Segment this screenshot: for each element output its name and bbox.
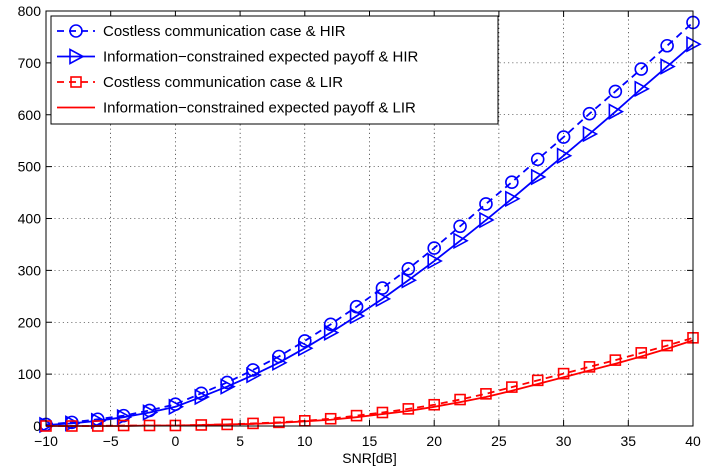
- y-tick-label: 800: [18, 3, 42, 19]
- data-point: [556, 130, 571, 144]
- data-point: [194, 388, 210, 406]
- series-4: [46, 339, 694, 427]
- data-point: [90, 412, 107, 430]
- data-point: [402, 403, 415, 415]
- data-point: [557, 367, 570, 380]
- data-point: [634, 62, 649, 76]
- legend-label: Costless communication case & LIR: [103, 74, 343, 91]
- data-point: [608, 103, 625, 120]
- data-point: [634, 80, 650, 98]
- x-tick-label: 0: [172, 433, 180, 449]
- data-point: [479, 211, 495, 229]
- x-tick-label: 25: [491, 433, 507, 449]
- x-tick-label: −5: [103, 433, 119, 449]
- data-point: [661, 339, 673, 352]
- data-point: [454, 393, 466, 406]
- series-3: [40, 332, 699, 432]
- data-point: [427, 252, 443, 270]
- data-point: [582, 106, 597, 121]
- data-point: [375, 290, 392, 308]
- data-point: [297, 339, 314, 357]
- data-point: [530, 168, 547, 186]
- x-tick-label: 35: [621, 433, 637, 449]
- x-tick-label: 5: [236, 433, 244, 449]
- data-point: [505, 175, 519, 189]
- legend-label: Information−constrained expected payoff …: [103, 49, 418, 66]
- x-tick-label: 10: [297, 433, 313, 449]
- data-point: [608, 84, 623, 99]
- legend: Costless communication case & HIR Informa…: [50, 15, 499, 125]
- x-tick-label: 20: [426, 433, 442, 449]
- legend-label: Information−constrained expected payoff …: [103, 100, 416, 117]
- data-point: [272, 354, 288, 372]
- data-point: [428, 398, 441, 411]
- data-point: [65, 415, 81, 432]
- data-point: [480, 388, 492, 400]
- data-point: [401, 262, 416, 276]
- x-tick-label: 40: [685, 433, 701, 449]
- data-point: [427, 241, 442, 255]
- data-point: [349, 307, 366, 325]
- x-axis-label: SNR[dB]: [342, 450, 396, 466]
- data-point: [531, 374, 544, 387]
- series-line: [45, 21, 694, 426]
- data-point: [583, 361, 596, 373]
- data-point: [505, 190, 521, 208]
- data-point: [323, 324, 340, 341]
- data-point: [635, 347, 648, 359]
- x-tick-label: −10: [34, 433, 58, 449]
- legend-marker: [70, 76, 82, 88]
- data-point: [479, 197, 493, 211]
- data-point: [506, 381, 518, 393]
- y-tick-label: 400: [18, 211, 42, 227]
- data-point: [376, 406, 389, 419]
- y-tick-label: 300: [18, 262, 42, 278]
- data-point: [142, 404, 159, 421]
- y-tick-label: 0: [33, 418, 41, 434]
- axis-ticks: −10 −5 0 5 10 15 20 25 30 35 400100200300400500600…: [18, 3, 701, 449]
- data-point: [453, 219, 467, 234]
- legend-box: [50, 15, 499, 125]
- data-point: [530, 152, 545, 167]
- data-point: [220, 378, 236, 395]
- data-point: [660, 58, 676, 75]
- y-tick-label: 600: [18, 107, 42, 123]
- data-point: [582, 125, 599, 143]
- x-tick-label: 15: [362, 433, 378, 449]
- series-line: [46, 339, 694, 427]
- y-tick-label: 200: [18, 314, 42, 330]
- y-tick-label: 100: [18, 366, 42, 382]
- y-tick-label: 500: [18, 159, 42, 175]
- data-point: [323, 317, 338, 332]
- data-point: [246, 366, 262, 384]
- legend-marker: [69, 48, 85, 65]
- series-group: [39, 15, 702, 434]
- data-point: [609, 354, 622, 366]
- legend-marker: [69, 24, 83, 38]
- legend-label: Costless communication case & HIR: [103, 23, 346, 40]
- data-point: [660, 38, 674, 53]
- data-point: [401, 271, 418, 289]
- data-point: [453, 232, 469, 250]
- data-point: [556, 147, 573, 165]
- data-point: [350, 409, 363, 422]
- y-tick-label: 700: [18, 55, 42, 71]
- data-point: [168, 398, 185, 416]
- series-2: [39, 35, 702, 434]
- data-point: [375, 281, 390, 295]
- x-tick-label: 30: [556, 433, 572, 449]
